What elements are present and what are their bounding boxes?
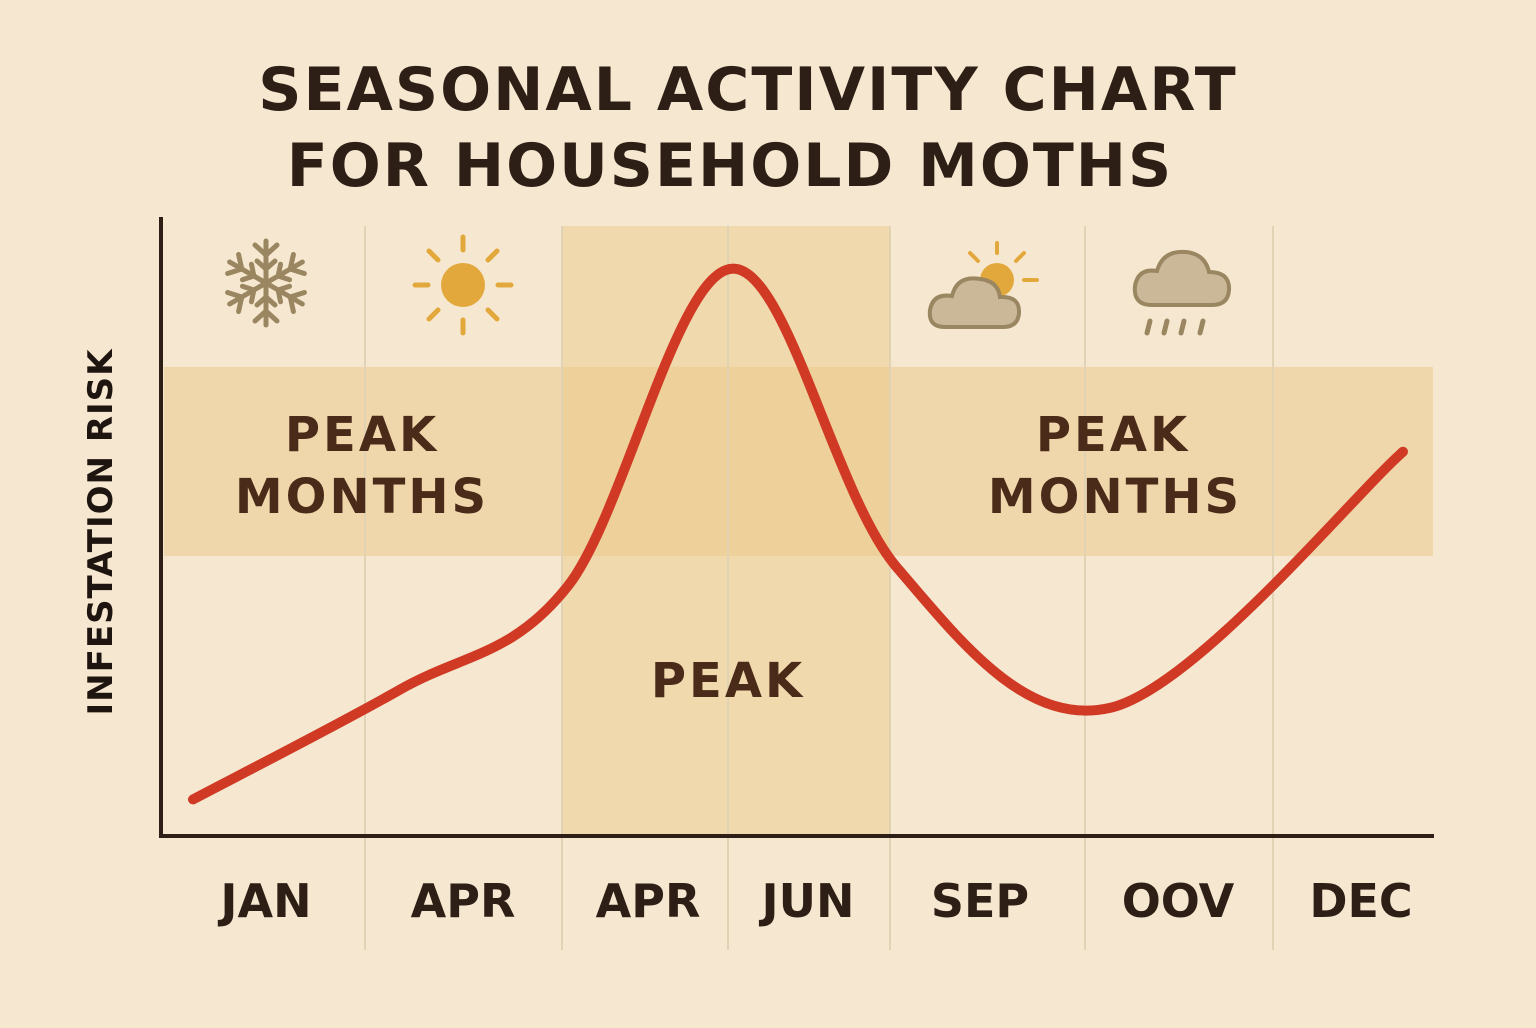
x-tick-label-5: SEP xyxy=(931,874,1029,928)
x-tick-label-2: APR xyxy=(411,874,516,928)
x-tick-label-1: JAN xyxy=(217,874,311,928)
x-tick-label-6: OOV xyxy=(1122,874,1235,928)
sun-icon xyxy=(412,234,514,336)
infestation-risk-line xyxy=(188,263,1408,805)
chart-title-line-1: SEASONAL ACTIVITY CHART xyxy=(258,55,1238,125)
snowflake-icon xyxy=(224,238,308,325)
x-tick-labels: JAN APR APR JUN SEP OOV DEC xyxy=(217,874,1412,928)
sun-behind-cloud-icon xyxy=(927,241,1039,329)
peak-months-label-right-line-2: MONTHS xyxy=(988,469,1242,525)
peak-months-label-left-line-2: MONTHS xyxy=(235,469,489,525)
peak-band-label: PEAK xyxy=(651,653,805,709)
peak-months-label-left-line-1: PEAK xyxy=(285,407,439,463)
peak-months-horizontal-band xyxy=(164,367,1433,556)
rain-cloud-icon xyxy=(1132,249,1232,336)
x-tick-label-3: APR xyxy=(596,874,701,928)
peak-months-label-right-line-1: PEAK xyxy=(1036,407,1190,463)
chart-title-line-2: FOR HOUSEHOLD MOTHS xyxy=(287,131,1173,201)
x-tick-label-7: DEC xyxy=(1309,874,1412,928)
x-tick-label-4: JUN xyxy=(759,874,855,928)
y-axis-label: INFESTATION RISK xyxy=(81,348,121,716)
